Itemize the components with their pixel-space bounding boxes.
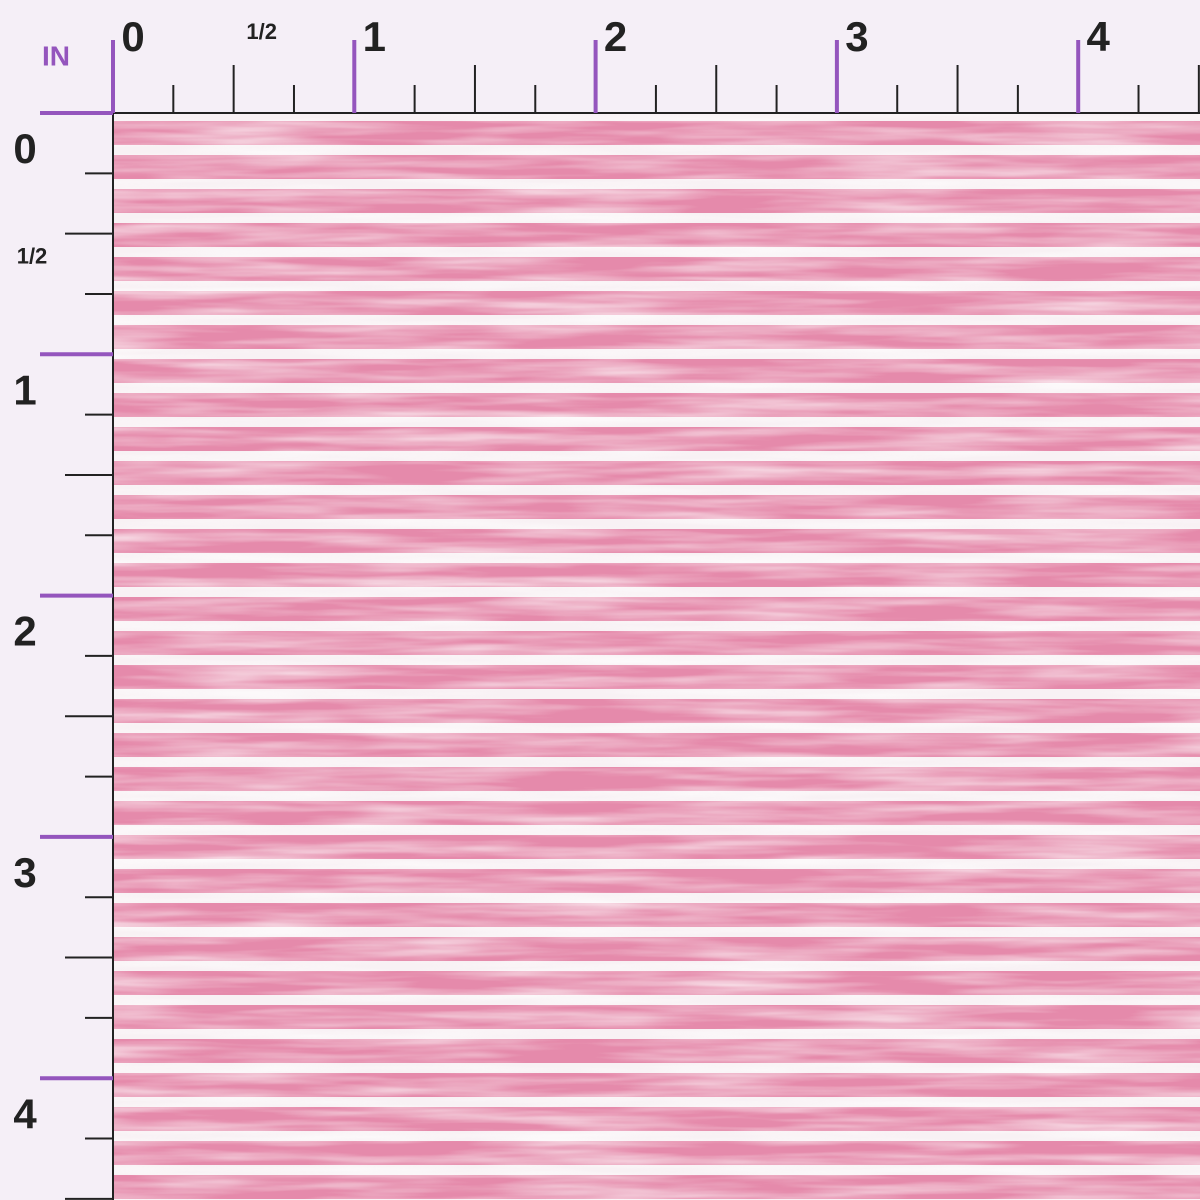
left-label: 1/2: [17, 243, 48, 268]
left-label: 1: [13, 366, 36, 413]
top-label: 1: [363, 13, 386, 60]
fabric-swatch: [113, 113, 1200, 1200]
unit-label: IN: [42, 40, 70, 71]
texture: [113, 113, 1200, 1200]
left-label: 4: [13, 1090, 37, 1137]
top-label: 1/2: [246, 19, 277, 44]
left-label: 3: [13, 849, 36, 896]
ruler-ticks: [40, 40, 1200, 1200]
ruler-labels: 0 1/2 1 2 3 4 0 1/2 1 2 3 4: [13, 13, 1110, 1137]
top-label: 0: [121, 13, 144, 60]
top-label: 4: [1087, 13, 1111, 60]
top-label: 2: [604, 13, 627, 60]
left-label: 0: [13, 125, 36, 172]
left-label: 2: [13, 608, 36, 655]
top-label: 3: [845, 13, 868, 60]
